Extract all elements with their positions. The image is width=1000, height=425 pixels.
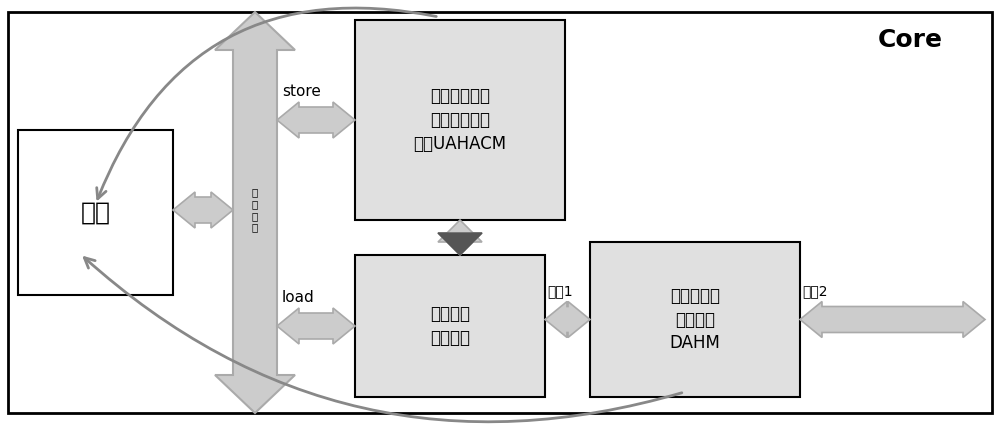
Polygon shape — [173, 192, 233, 228]
Text: 端口1: 端口1 — [547, 284, 573, 298]
Polygon shape — [438, 233, 482, 255]
Polygon shape — [800, 301, 985, 337]
Bar — [355, 20, 565, 220]
Text: 直接访问高
速存储体
DAHM: 直接访问高 速存储体 DAHM — [670, 287, 720, 352]
Polygon shape — [277, 102, 355, 138]
Text: store: store — [282, 85, 321, 99]
Polygon shape — [215, 12, 295, 413]
Bar — [355, 255, 545, 397]
Text: load: load — [282, 291, 315, 306]
Text: Core: Core — [878, 28, 942, 52]
Text: 上游自适应硬
件加速协处理
模块UAHACM: 上游自适应硬 件加速协处理 模块UAHACM — [413, 88, 507, 153]
Polygon shape — [545, 301, 590, 337]
Polygon shape — [277, 308, 355, 344]
Bar — [590, 242, 800, 397]
Text: 内核: 内核 — [80, 201, 110, 224]
Text: 回
写
总
线: 回 写 总 线 — [252, 187, 258, 232]
Bar — [18, 130, 173, 295]
Text: 端口2: 端口2 — [802, 284, 828, 298]
Polygon shape — [438, 220, 482, 255]
Text: 插空传输
仲裁模块: 插空传输 仲裁模块 — [430, 305, 470, 347]
